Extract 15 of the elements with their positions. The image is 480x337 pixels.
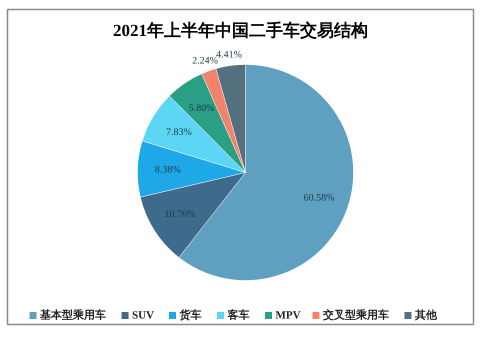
data-label: 10.76% xyxy=(164,208,196,220)
data-label: 7.83% xyxy=(166,126,192,138)
data-label: 60.58% xyxy=(304,192,334,204)
legend-label: MPV xyxy=(276,310,301,322)
legend-label: 其他 xyxy=(414,308,438,322)
data-label: 5.80% xyxy=(188,102,215,114)
chart-title: 2021年上半年中国二手车交易结构 xyxy=(113,21,368,40)
legend-label: 交叉型乘用车 xyxy=(322,308,389,322)
data-label: 8.38% xyxy=(154,164,181,176)
legend-label: 客车 xyxy=(226,308,250,322)
legend-label: 基本型乘用车 xyxy=(39,308,106,322)
legend-label: 货车 xyxy=(178,308,202,322)
data-label: 4.41% xyxy=(216,49,242,60)
legend-label: SUV xyxy=(132,310,154,322)
data-label: 2.24% xyxy=(192,55,218,66)
